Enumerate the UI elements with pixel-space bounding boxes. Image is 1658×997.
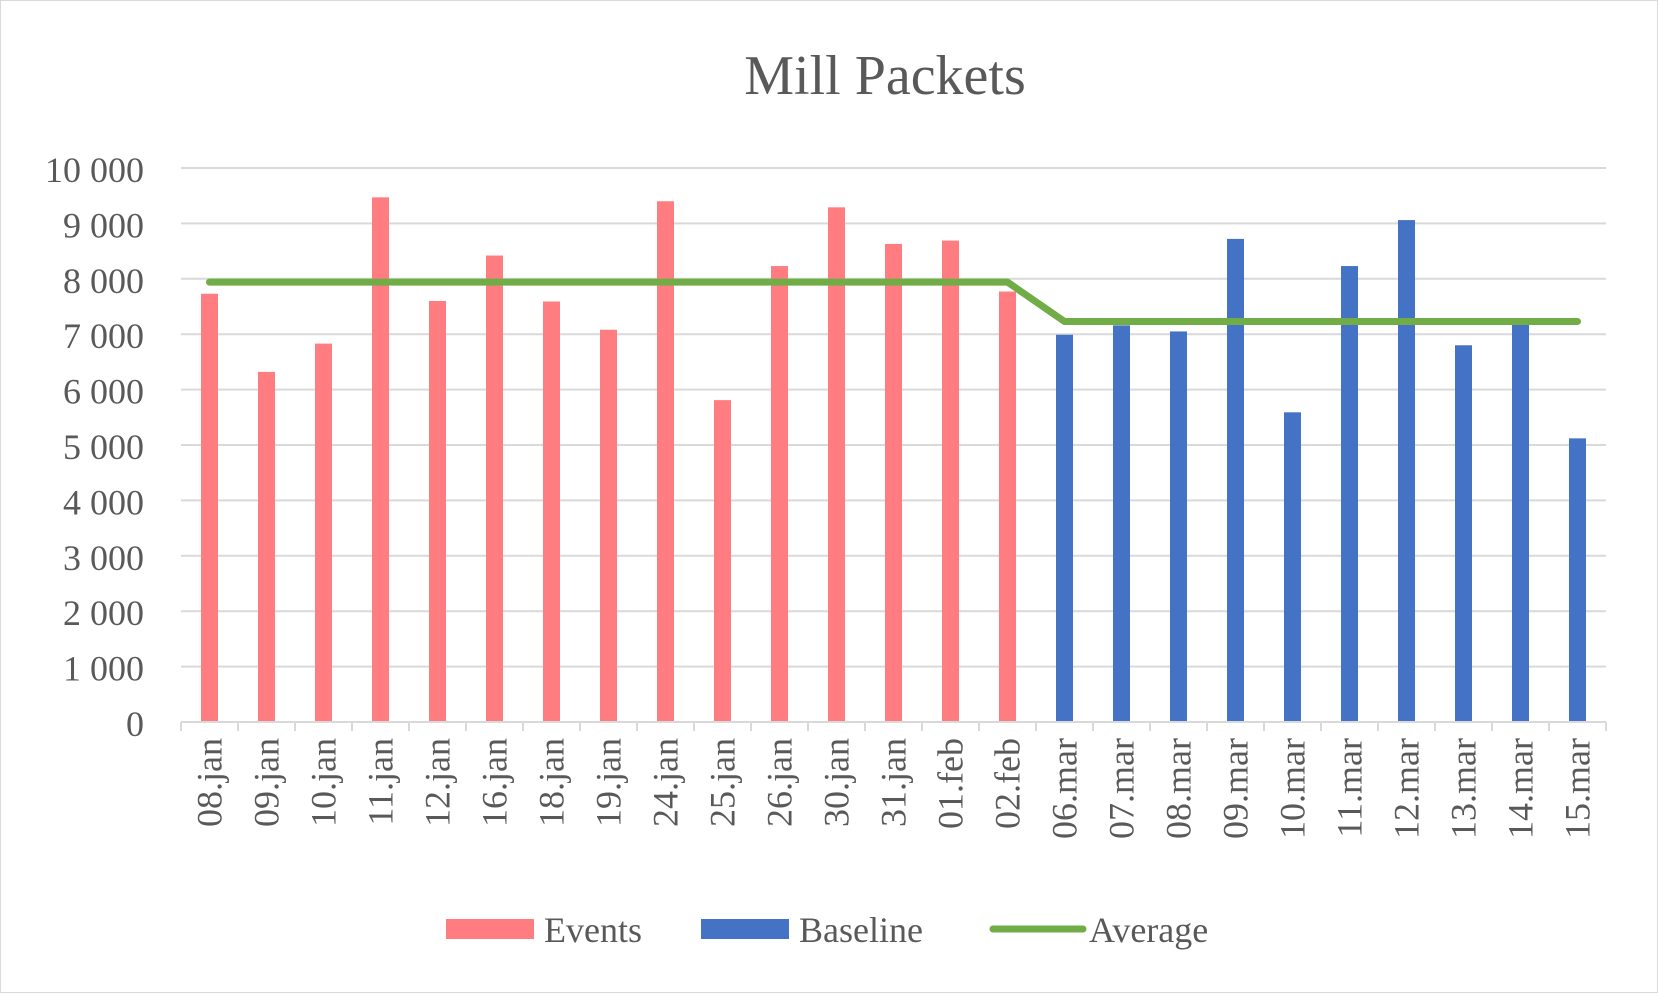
y-tick-label: 0 <box>126 704 144 744</box>
events-bar-26.jan <box>771 266 788 722</box>
x-tick-label: 08.jan <box>190 738 230 827</box>
bars <box>201 197 1586 723</box>
events-bar-08.jan <box>201 293 218 722</box>
y-tick-label: 10 000 <box>45 150 144 190</box>
legend-average-label: Average <box>1089 910 1208 950</box>
x-axis <box>180 721 1607 731</box>
x-tick-label: 02.feb <box>988 738 1028 829</box>
events-bar-16.jan <box>486 255 503 723</box>
x-tick-label: 18.jan <box>532 738 572 827</box>
legend-baseline-swatch <box>701 919 789 939</box>
legend: Events Baseline Average <box>446 910 1208 950</box>
baseline-bar-06.mar <box>1056 334 1073 722</box>
x-tick-label: 12.mar <box>1387 738 1427 839</box>
baseline-bar-13.mar <box>1455 345 1472 722</box>
events-bar-30.jan <box>828 207 845 723</box>
x-axis-tick-labels: 08.jan 09.jan 10.jan 11.jan 12.jan 16.jan 18.j… <box>190 738 1598 839</box>
x-tick-label: 07.mar <box>1102 738 1142 839</box>
x-tick-label: 16.jan <box>475 738 515 827</box>
baseline-bar-15.mar <box>1569 438 1586 722</box>
x-tick-label: 09.mar <box>1216 738 1256 839</box>
legend-events-swatch <box>446 919 534 939</box>
y-tick-label: 9 000 <box>63 205 144 245</box>
x-tick-label: 24.jan <box>646 738 686 827</box>
events-bar-01.feb <box>942 240 959 722</box>
x-tick-label: 13.mar <box>1444 738 1484 839</box>
y-tick-label: 4 000 <box>63 482 144 522</box>
events-bar-31.jan <box>885 243 902 722</box>
average-line <box>206 278 1581 325</box>
average-line-layer <box>206 278 1581 325</box>
events-bar-09.jan <box>258 371 275 722</box>
events-bar-18.jan <box>543 301 560 722</box>
x-tick-label: 15.mar <box>1558 738 1598 839</box>
legend-baseline-label: Baseline <box>799 910 923 950</box>
events-bar-10.jan <box>315 343 332 722</box>
y-tick-label: 6 000 <box>63 372 144 412</box>
events-bar-19.jan <box>600 329 617 722</box>
y-tick-label: 3 000 <box>63 538 144 578</box>
x-tick-label: 06.mar <box>1045 738 1085 839</box>
x-tick-label: 10.mar <box>1273 738 1313 839</box>
events-bar-02.feb <box>999 291 1016 722</box>
events-bar-24.jan <box>657 201 674 723</box>
baseline-bar-10.mar <box>1284 412 1301 722</box>
baseline-bar-07.mar <box>1113 325 1130 722</box>
legend-events-label: Events <box>544 910 642 950</box>
x-tick-label: 26.jan <box>760 738 800 827</box>
x-tick-label: 14.mar <box>1501 738 1541 839</box>
x-tick-label: 10.jan <box>304 738 344 827</box>
x-tick-label: 11.mar <box>1330 738 1370 838</box>
x-tick-label: 01.feb <box>931 738 971 829</box>
y-tick-label: 5 000 <box>63 427 144 467</box>
x-tick-label: 30.jan <box>817 738 857 827</box>
events-bar-12.jan <box>429 300 446 722</box>
y-tick-label: 1 000 <box>63 649 144 689</box>
y-tick-label: 8 000 <box>63 261 144 301</box>
baseline-bar-11.mar <box>1341 266 1358 722</box>
x-tick-label: 09.jan <box>247 738 287 827</box>
x-tick-label: 25.jan <box>703 738 743 827</box>
events-bar-25.jan <box>714 400 731 722</box>
baseline-bar-09.mar <box>1227 238 1244 723</box>
x-tick-label: 12.jan <box>418 738 458 827</box>
x-tick-label: 08.mar <box>1159 738 1199 839</box>
x-tick-label: 19.jan <box>589 738 629 827</box>
x-tick-label: 31.jan <box>874 738 914 827</box>
chart-title: Mill Packets <box>744 45 1026 107</box>
events-bar-11.jan <box>372 197 389 722</box>
baseline-bar-12.mar <box>1398 220 1415 723</box>
y-tick-label: 7 000 <box>63 316 144 356</box>
y-axis-tick-labels: 0 1 000 2 000 3 000 4 000 5 000 6 000 7 000 8 00… <box>45 150 144 744</box>
baseline-bar-14.mar <box>1512 324 1529 722</box>
y-tick-label: 2 000 <box>63 593 144 633</box>
baseline-bar-08.mar <box>1170 331 1187 722</box>
x-tick-label: 11.jan <box>361 738 401 826</box>
